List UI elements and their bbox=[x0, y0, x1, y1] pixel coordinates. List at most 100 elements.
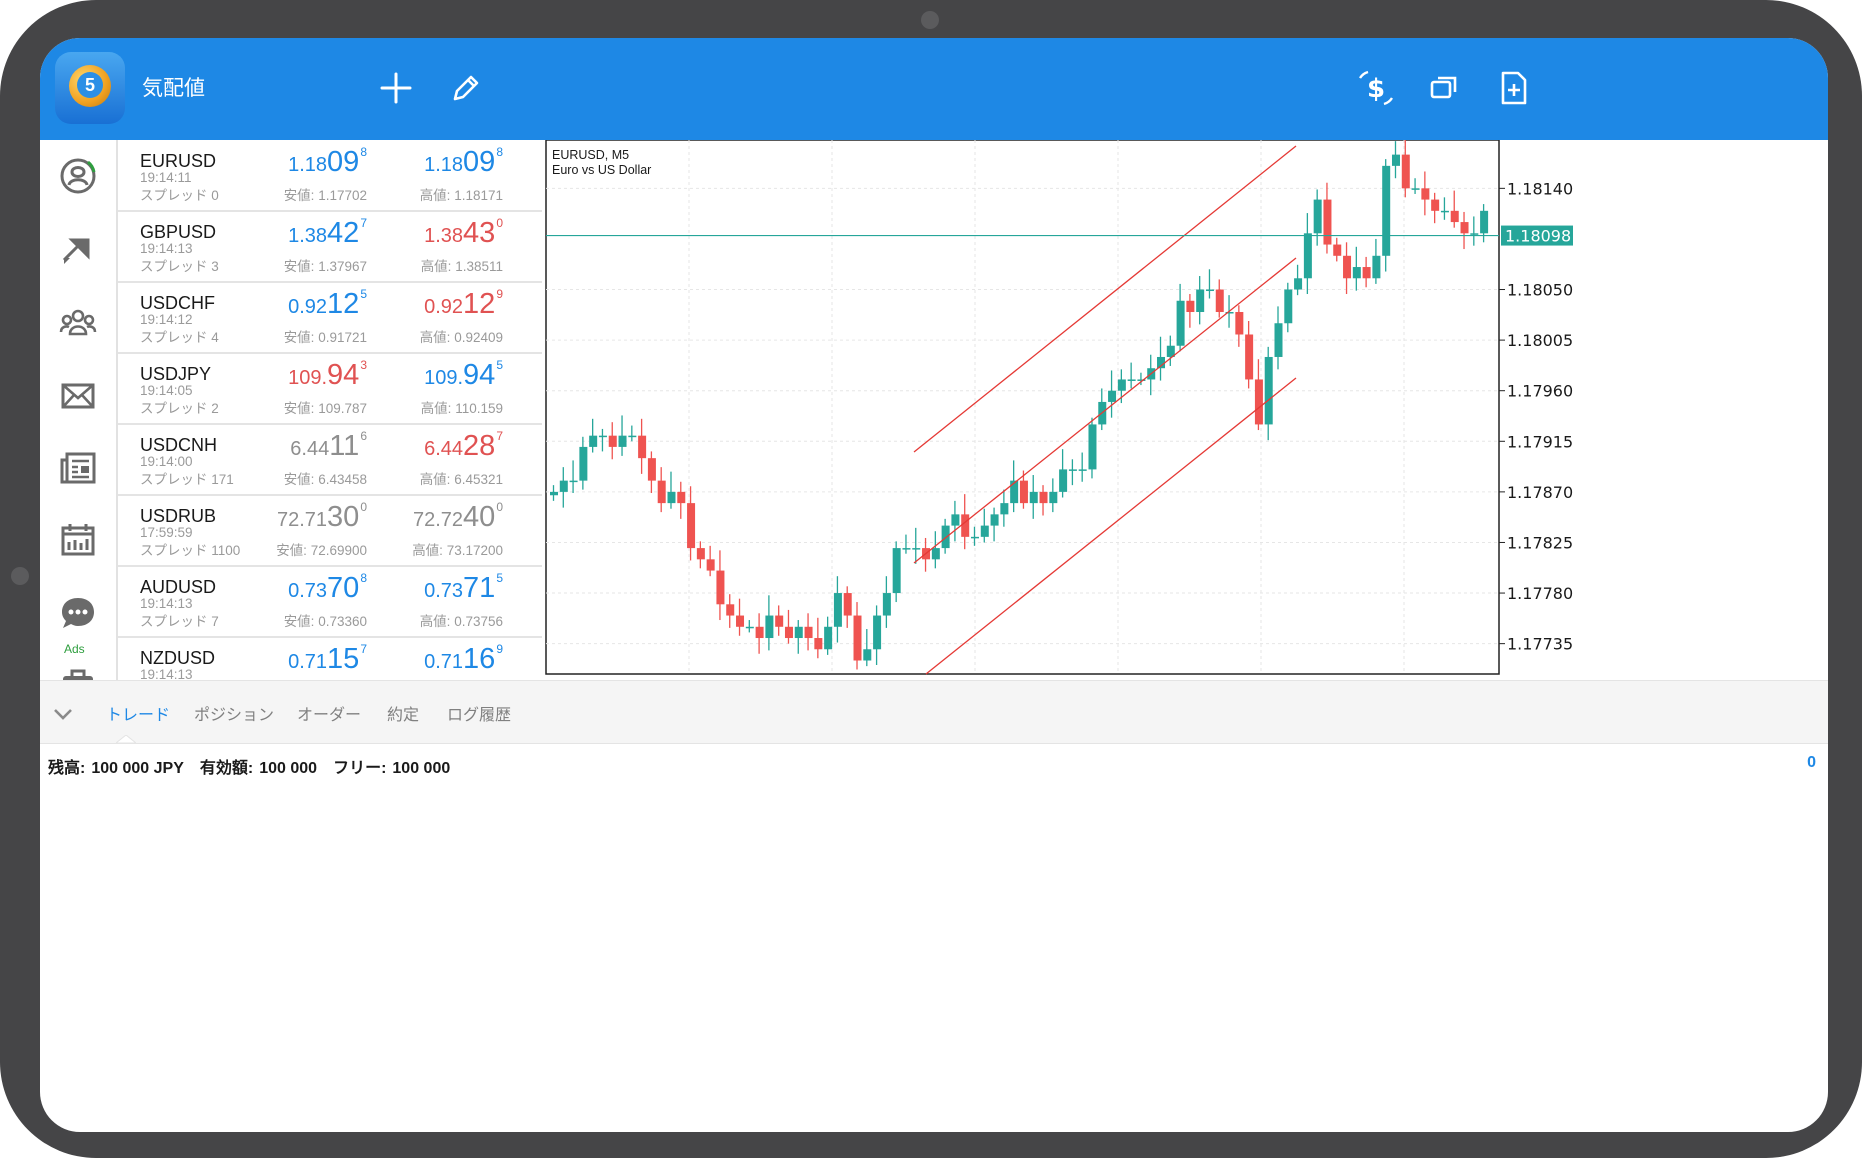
candle-body bbox=[902, 548, 911, 550]
quote-row[interactable]: EURUSD 19:14:11 スプレッド 0 1.18098 1.18098 安値: 1… bbox=[118, 140, 542, 212]
calendar-icon[interactable] bbox=[40, 510, 116, 570]
candle-body bbox=[1274, 323, 1283, 357]
candle-body bbox=[775, 615, 784, 627]
chevron-down-icon[interactable] bbox=[48, 699, 78, 729]
candle-body bbox=[1343, 255, 1352, 279]
y-tick-label: 1.17915 bbox=[1507, 432, 1573, 451]
quote-spread: スプレッド 1100 bbox=[140, 543, 241, 558]
tab-trade[interactable]: トレード bbox=[106, 707, 171, 724]
candle-body bbox=[1323, 199, 1332, 245]
tab-positions[interactable]: ポジション bbox=[194, 707, 275, 724]
candle-body bbox=[941, 525, 950, 549]
quote-time: 19:14:11 bbox=[140, 170, 192, 185]
quote-time: 19:14:12 bbox=[140, 312, 193, 327]
quote-row[interactable]: GBPUSD 19:14:13 スプレッド 3 1.38427 1.38430 安値: 1… bbox=[118, 211, 542, 283]
side-button bbox=[11, 567, 29, 585]
tab-log-history[interactable]: ログ履歴 bbox=[447, 707, 512, 724]
chart-panel[interactable]: 1.18140 1.18050 1.18005 1.17960 1.17915 1.178… bbox=[544, 140, 1828, 680]
candle-body bbox=[1245, 334, 1254, 380]
y-tick-label: 1.17780 bbox=[1507, 584, 1573, 603]
candle-body bbox=[1333, 244, 1342, 256]
tab-orders[interactable]: オーダー bbox=[297, 707, 362, 724]
high-price: 高値: 1.18171 bbox=[419, 188, 503, 203]
chart-frame bbox=[545, 140, 1500, 675]
candle-body bbox=[804, 626, 813, 639]
equity-value: 100 000 bbox=[259, 760, 318, 777]
y-tick-label: 1.17870 bbox=[1507, 483, 1573, 502]
trade-arrows-icon[interactable] bbox=[40, 220, 116, 280]
ask-price: 6.44287 bbox=[424, 429, 503, 462]
balance-label: 残高: bbox=[48, 760, 86, 777]
candle-body bbox=[687, 503, 696, 549]
ask-price: 0.71169 bbox=[424, 642, 503, 675]
candle-body bbox=[833, 593, 842, 627]
quote-time: 19:14:13 bbox=[140, 667, 193, 680]
bid-price: 0.71157 bbox=[288, 642, 367, 675]
candle-body bbox=[1352, 267, 1361, 279]
candle-body bbox=[1117, 379, 1126, 391]
news-icon[interactable] bbox=[40, 438, 116, 498]
price-chart[interactable]: 1.18140 1.18050 1.18005 1.17960 1.17915 1.178… bbox=[544, 140, 1828, 680]
new-document-icon[interactable] bbox=[1488, 62, 1540, 114]
candle-body bbox=[961, 514, 970, 537]
bid-price: 1.38427 bbox=[288, 216, 367, 249]
chat-icon[interactable] bbox=[40, 584, 116, 644]
candle-body bbox=[1382, 165, 1391, 256]
quote-spread: スプレッド 171 bbox=[140, 472, 234, 487]
candle-body bbox=[667, 491, 676, 504]
candle-body bbox=[882, 593, 891, 616]
quote-row[interactable]: USDCHF 19:14:12 スプレッド 4 0.92125 0.92129 安値: 0… bbox=[118, 282, 542, 354]
free-margin-label: フリー: bbox=[333, 760, 387, 777]
quotes-icon[interactable] bbox=[40, 146, 116, 206]
candle-body bbox=[814, 638, 823, 650]
page-title: 気配値 bbox=[142, 77, 205, 100]
candle-body bbox=[1137, 379, 1146, 381]
candle-body bbox=[853, 615, 862, 661]
candle-body bbox=[1470, 233, 1479, 235]
windows-icon[interactable] bbox=[1418, 62, 1470, 114]
candle-body bbox=[755, 626, 764, 639]
candle-body bbox=[1039, 491, 1048, 504]
bottom-tabs: トレード ポジション オーダー 約定 ログ履歴 bbox=[40, 680, 1828, 744]
candle-body bbox=[1480, 210, 1489, 234]
quote-symbol: USDCNH bbox=[140, 435, 218, 455]
tab-deals[interactable]: 約定 bbox=[387, 707, 420, 724]
quote-spread: スプレッド 0 bbox=[140, 188, 219, 203]
candle-body bbox=[1108, 390, 1117, 402]
candle-body bbox=[1391, 154, 1400, 166]
y-tick-label: 1.18050 bbox=[1507, 281, 1573, 300]
candle-body bbox=[1205, 289, 1214, 292]
high-price: 高値: 73.17200 bbox=[412, 543, 503, 558]
quote-row[interactable]: USDRUB 17:59:59 スプレッド 1100 72.71300 72.72400… bbox=[118, 495, 542, 567]
mail-icon[interactable] bbox=[40, 366, 116, 426]
bid-price: 0.73708 bbox=[288, 571, 367, 604]
quote-time: 19:14:13 bbox=[140, 241, 193, 256]
candle-body bbox=[980, 525, 989, 537]
quote-row[interactable]: USDJPY 19:14:05 スプレッド 2 109.943 109.945 安値: 1… bbox=[118, 353, 542, 425]
bid-price: 1.18098 bbox=[288, 145, 367, 178]
profit-value: 0 bbox=[1807, 754, 1816, 771]
y-tick-label: 1.17960 bbox=[1507, 382, 1573, 401]
candle-body bbox=[951, 514, 960, 526]
candle-body bbox=[1421, 188, 1430, 200]
candle-body bbox=[1176, 300, 1185, 346]
candle-body bbox=[696, 548, 705, 560]
ask-price: 109.945 bbox=[424, 358, 503, 391]
app-logo-icon[interactable]: 5 bbox=[55, 52, 125, 124]
channel-lower-line bbox=[925, 377, 1297, 675]
low-price: 安値: 0.73360 bbox=[283, 614, 367, 629]
pencil-icon[interactable] bbox=[440, 62, 492, 114]
community-icon[interactable] bbox=[40, 292, 116, 352]
quote-symbol: USDRUB bbox=[140, 506, 217, 526]
dollar-exchange-icon[interactable]: $ bbox=[1350, 62, 1402, 114]
account-summary: 残高: 100 000 JPY 有効額: 100 000 フリー: 100 000 bbox=[48, 754, 456, 778]
quote-row[interactable]: USDCNH 19:14:00 スプレッド 171 6.44116 6.44287 安値:… bbox=[118, 424, 542, 496]
high-price: 高値: 0.92409 bbox=[419, 330, 503, 345]
candle-body bbox=[1127, 379, 1136, 381]
plus-icon[interactable] bbox=[370, 62, 422, 114]
candle-body bbox=[657, 480, 666, 504]
candle-body bbox=[824, 626, 833, 650]
quote-row[interactable]: AUDUSD 19:14:13 スプレッド 7 0.73708 0.73715 安値: 0… bbox=[118, 566, 542, 638]
